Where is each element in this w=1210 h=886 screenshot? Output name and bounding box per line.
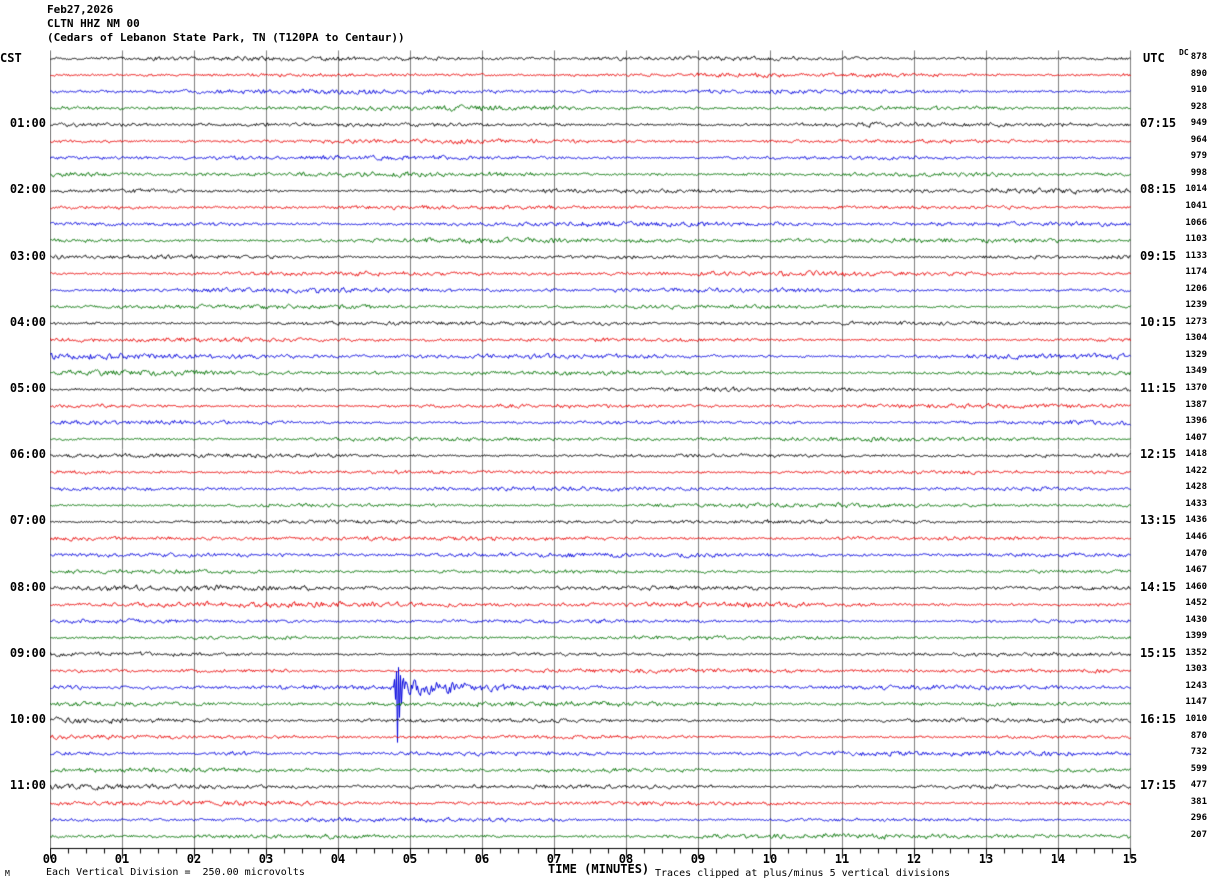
dc-offset-value: 1452 [1185, 598, 1207, 609]
dc-offset-value: 1470 [1185, 548, 1207, 559]
dc-offset-value: 1273 [1185, 316, 1207, 327]
x-axis-tick-label: 08 [618, 852, 634, 866]
dc-offset-value: 878 [1190, 52, 1207, 62]
utc-hour-label: 09:15 [1140, 248, 1177, 263]
x-axis-tick-label: 02 [186, 852, 202, 866]
utc-axis-label: UTC [1143, 51, 1165, 65]
x-axis-tick-label: 01 [114, 852, 130, 866]
dc-offset-value: 1418 [1185, 449, 1207, 460]
x-axis-tick-label: 05 [402, 852, 418, 866]
utc-hour-label: 10:15 [1140, 314, 1177, 329]
utc-hour-label: 07:15 [1140, 116, 1177, 131]
dc-offset-value: 1010 [1185, 714, 1207, 724]
cst-hour-label: 05:00 [9, 381, 46, 395]
dc-offset-value: 1370 [1185, 383, 1207, 393]
header-station: CLTN HHZ NM 00 [47, 17, 140, 30]
header-date: Feb27,2026 [47, 3, 114, 16]
dc-offset-value: 1014 [1185, 184, 1207, 195]
dc-offset-value: 949 [1190, 118, 1207, 129]
x-axis-tick-label: 03 [258, 852, 274, 866]
dc-offset-value: 1041 [1185, 200, 1207, 211]
dc-offset-value: 1430 [1185, 614, 1207, 625]
x-axis-tick-label: 12 [906, 852, 922, 866]
utc-hour-label: 14:15 [1140, 579, 1177, 594]
x-axis-tick-label: 04 [330, 852, 346, 866]
x-axis-tick-label: 15 [1122, 852, 1138, 866]
seismogram-canvas [50, 50, 1132, 862]
utc-hour-label: 17:15 [1140, 778, 1177, 793]
x-axis-tick-label: 00 [42, 852, 58, 866]
dc-offset-value: 1436 [1185, 515, 1207, 526]
dc-offset-value: 477 [1190, 780, 1207, 791]
dc-offset-value: 979 [1190, 151, 1207, 162]
dc-offset-value: 1329 [1185, 349, 1207, 360]
micro-mark: M [5, 869, 10, 878]
cst-hour-label: 09:00 [9, 645, 46, 660]
dc-offset-value: 1147 [1185, 697, 1207, 708]
x-axis-tick-label: 11 [834, 852, 850, 866]
cst-hour-label: 08:00 [9, 579, 46, 594]
dc-offset-value: 1133 [1185, 250, 1207, 261]
dc-offset-value: 1460 [1185, 581, 1207, 592]
dc-offset-value: 1304 [1185, 333, 1207, 344]
dc-offset-value: 1446 [1185, 531, 1207, 542]
scale-note: Each Vertical Division = 250.00 microvol… [46, 867, 305, 878]
cst-hour-label: 04:00 [9, 314, 46, 329]
dc-offset-value: 296 [1190, 813, 1207, 824]
cst-hour-label: 02:00 [9, 182, 46, 197]
dc-offset-value: 207 [1190, 829, 1207, 840]
utc-hour-label: 16:15 [1140, 712, 1177, 726]
dc-offset-value: 1399 [1185, 631, 1207, 642]
utc-hour-label: 11:15 [1140, 381, 1177, 395]
dc-offset-value: 1428 [1185, 482, 1207, 493]
dc-offset-value: 732 [1190, 747, 1207, 758]
dc-offset-value: 998 [1190, 167, 1207, 178]
x-axis-tick-label: 14 [1050, 852, 1066, 866]
dc-offset-value: 1243 [1185, 680, 1207, 691]
dc-offset-value: 1396 [1185, 416, 1207, 427]
dc-offset-value: 890 [1190, 68, 1207, 79]
cst-hour-label: 11:00 [9, 778, 46, 793]
dc-offset-value: 1239 [1185, 300, 1207, 311]
cst-hour-label: 06:00 [9, 447, 46, 462]
cst-axis-label: CST [0, 51, 22, 65]
cst-hour-label: 10:00 [9, 712, 46, 726]
x-axis-tick-label: 07 [546, 852, 562, 866]
dc-offset-value: 1433 [1185, 498, 1207, 509]
dc-offset-value: 1422 [1185, 465, 1207, 476]
utc-hour-label: 08:15 [1140, 182, 1177, 197]
dc-offset-value: 1103 [1185, 234, 1207, 245]
dc-offset-value: 910 [1190, 85, 1207, 96]
x-axis-tick-label: 06 [474, 852, 490, 866]
cst-hour-label: 07:00 [9, 513, 46, 528]
header-location: (Cedars of Lebanon State Park, TN (T120P… [47, 31, 405, 44]
cst-hour-label: 01:00 [9, 116, 46, 131]
dc-column-header: DC [1179, 48, 1189, 57]
dc-offset-value: 928 [1190, 101, 1207, 112]
dc-offset-value: 1174 [1185, 267, 1207, 278]
utc-hour-label: 13:15 [1140, 513, 1177, 528]
dc-offset-value: 870 [1190, 730, 1207, 741]
dc-offset-value: 1303 [1185, 664, 1207, 675]
x-axis-title: TIME (MINUTES) [548, 862, 650, 876]
clip-note: Traces clipped at plus/minus 5 vertical … [655, 868, 951, 879]
dc-offset-value: 1206 [1185, 283, 1207, 294]
x-axis-tick-label: 10 [762, 852, 778, 866]
dc-offset-value: 1407 [1185, 432, 1207, 443]
dc-offset-value: 599 [1190, 763, 1207, 774]
dc-offset-value: 1349 [1185, 366, 1207, 377]
dc-offset-value: 1352 [1185, 647, 1207, 658]
utc-hour-label: 15:15 [1140, 645, 1177, 660]
x-axis-tick-label: 13 [978, 852, 994, 866]
dc-offset-value: 1066 [1185, 217, 1207, 228]
dc-offset-value: 964 [1190, 134, 1207, 145]
cst-hour-label: 03:00 [9, 248, 46, 263]
utc-hour-label: 12:15 [1140, 447, 1177, 462]
dc-offset-value: 1387 [1185, 399, 1207, 410]
x-axis-tick-label: 09 [690, 852, 706, 866]
dc-offset-value: 1467 [1185, 565, 1207, 576]
dc-offset-value: 381 [1190, 796, 1207, 807]
